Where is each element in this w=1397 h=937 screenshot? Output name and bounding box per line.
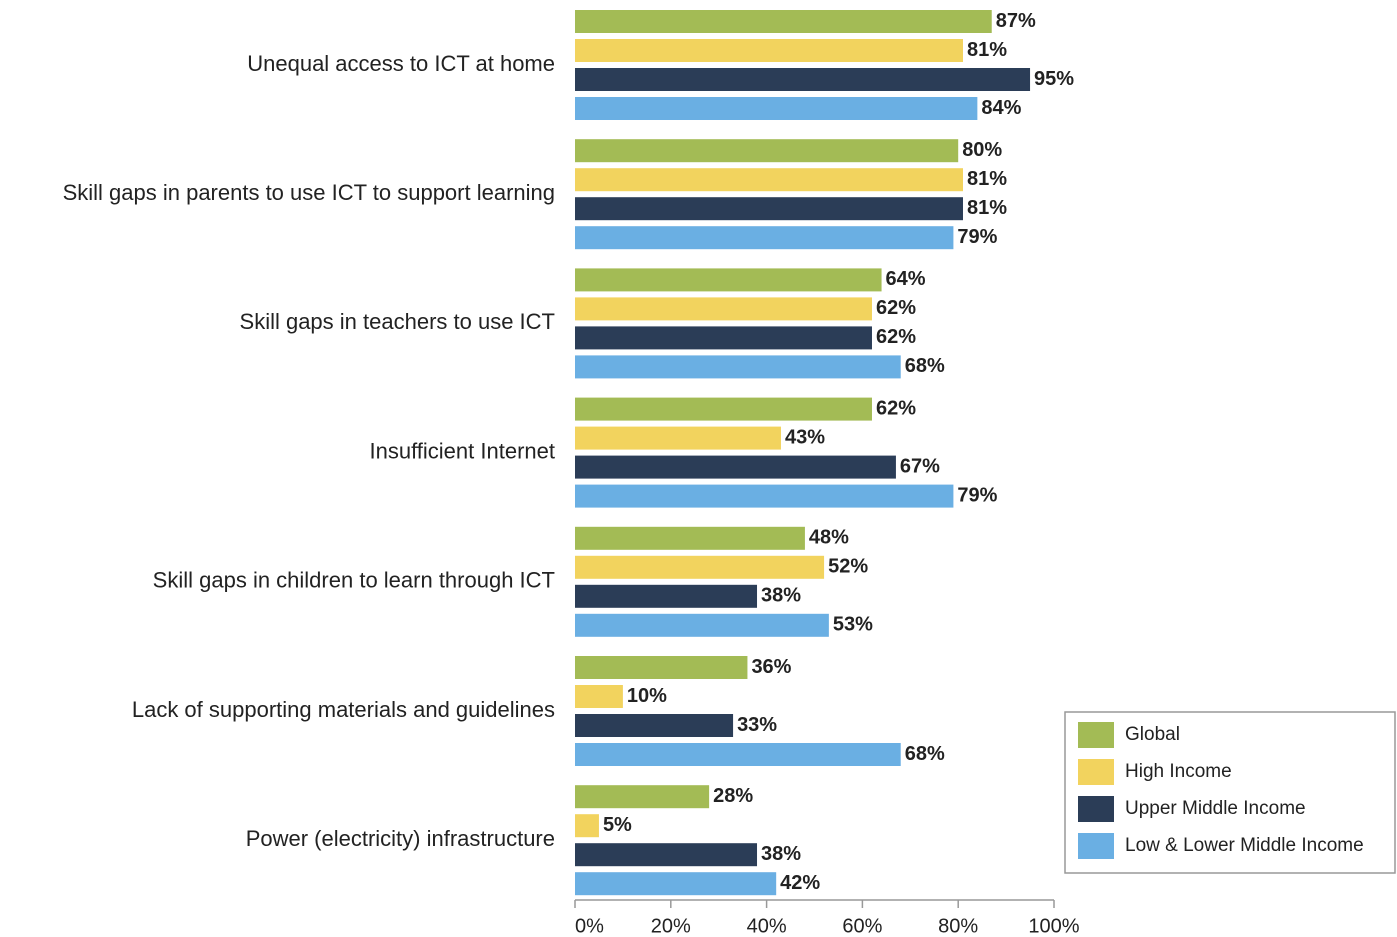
bar bbox=[575, 872, 777, 896]
x-tick-label: 100% bbox=[1028, 915, 1079, 937]
bar bbox=[575, 555, 825, 579]
bar bbox=[575, 397, 872, 421]
value-label: 38% bbox=[761, 843, 801, 865]
bar bbox=[575, 484, 954, 508]
bar bbox=[575, 268, 882, 292]
legend-swatch bbox=[1078, 759, 1114, 785]
value-label: 62% bbox=[876, 326, 916, 348]
bar bbox=[575, 714, 734, 737]
category-label: Unequal access to ICT at home bbox=[247, 51, 555, 76]
value-label: 43% bbox=[785, 426, 825, 448]
bar bbox=[575, 10, 992, 33]
value-label: 80% bbox=[962, 139, 1002, 161]
value-label: 84% bbox=[981, 97, 1021, 119]
x-tick-label: 60% bbox=[842, 915, 882, 937]
bar bbox=[575, 685, 623, 708]
x-tick-label: 0% bbox=[575, 915, 604, 937]
value-label: 81% bbox=[967, 168, 1007, 190]
value-label: 81% bbox=[967, 197, 1007, 219]
legend-label: High Income bbox=[1125, 761, 1232, 782]
legend-label: Low & Lower Middle Income bbox=[1125, 835, 1364, 856]
x-tick-label: 20% bbox=[651, 915, 691, 937]
category-label: Skill gaps in parents to use ICT to supp… bbox=[63, 180, 555, 205]
bar bbox=[575, 168, 963, 192]
value-label: 87% bbox=[996, 10, 1036, 32]
legend-label: Upper Middle Income bbox=[1125, 798, 1306, 819]
value-label: 62% bbox=[876, 397, 916, 419]
category-label: Insufficient Internet bbox=[370, 438, 556, 463]
bar bbox=[575, 326, 872, 350]
category-label: Skill gaps in children to learn through … bbox=[153, 568, 555, 593]
value-label: 33% bbox=[737, 714, 777, 736]
value-label: 42% bbox=[780, 872, 820, 894]
bar bbox=[575, 355, 901, 379]
x-tick-label: 40% bbox=[747, 915, 787, 937]
bar bbox=[575, 297, 872, 321]
bar bbox=[575, 656, 748, 679]
bar bbox=[575, 426, 781, 450]
bar bbox=[575, 68, 1031, 91]
value-label: 81% bbox=[967, 39, 1007, 61]
category-label: Lack of supporting materials and guideli… bbox=[132, 697, 555, 722]
legend-label: Global bbox=[1125, 724, 1180, 745]
value-label: 36% bbox=[751, 656, 791, 678]
bar bbox=[575, 139, 959, 163]
legend-swatch bbox=[1078, 796, 1114, 822]
bar bbox=[575, 743, 901, 766]
value-label: 67% bbox=[900, 455, 940, 477]
x-tick-label: 80% bbox=[938, 915, 978, 937]
bar bbox=[575, 39, 963, 62]
value-label: 10% bbox=[627, 685, 667, 707]
bar bbox=[575, 584, 758, 608]
bar bbox=[575, 785, 710, 809]
bar bbox=[575, 814, 599, 838]
value-label: 79% bbox=[957, 484, 997, 506]
category-label: Power (electricity) infrastructure bbox=[246, 826, 555, 851]
bar bbox=[575, 613, 829, 637]
value-label: 68% bbox=[905, 355, 945, 377]
value-label: 95% bbox=[1034, 68, 1074, 90]
value-label: 53% bbox=[833, 614, 873, 636]
value-label: 28% bbox=[713, 785, 753, 807]
legend-swatch bbox=[1078, 722, 1114, 748]
value-label: 62% bbox=[876, 297, 916, 319]
bar bbox=[575, 97, 978, 120]
value-label: 48% bbox=[809, 527, 849, 549]
value-label: 5% bbox=[603, 814, 632, 836]
legend-box bbox=[1064, 711, 1396, 874]
value-label: 38% bbox=[761, 585, 801, 607]
category-label: Skill gaps in teachers to use ICT bbox=[240, 309, 555, 334]
value-label: 68% bbox=[905, 743, 945, 765]
bar bbox=[575, 843, 758, 867]
bar bbox=[575, 226, 954, 250]
bar bbox=[575, 197, 963, 221]
bar bbox=[575, 526, 805, 550]
value-label: 64% bbox=[886, 268, 926, 290]
value-label: 79% bbox=[957, 226, 997, 248]
legend-swatch bbox=[1078, 833, 1114, 859]
bar bbox=[575, 455, 896, 479]
value-label: 52% bbox=[828, 556, 868, 578]
